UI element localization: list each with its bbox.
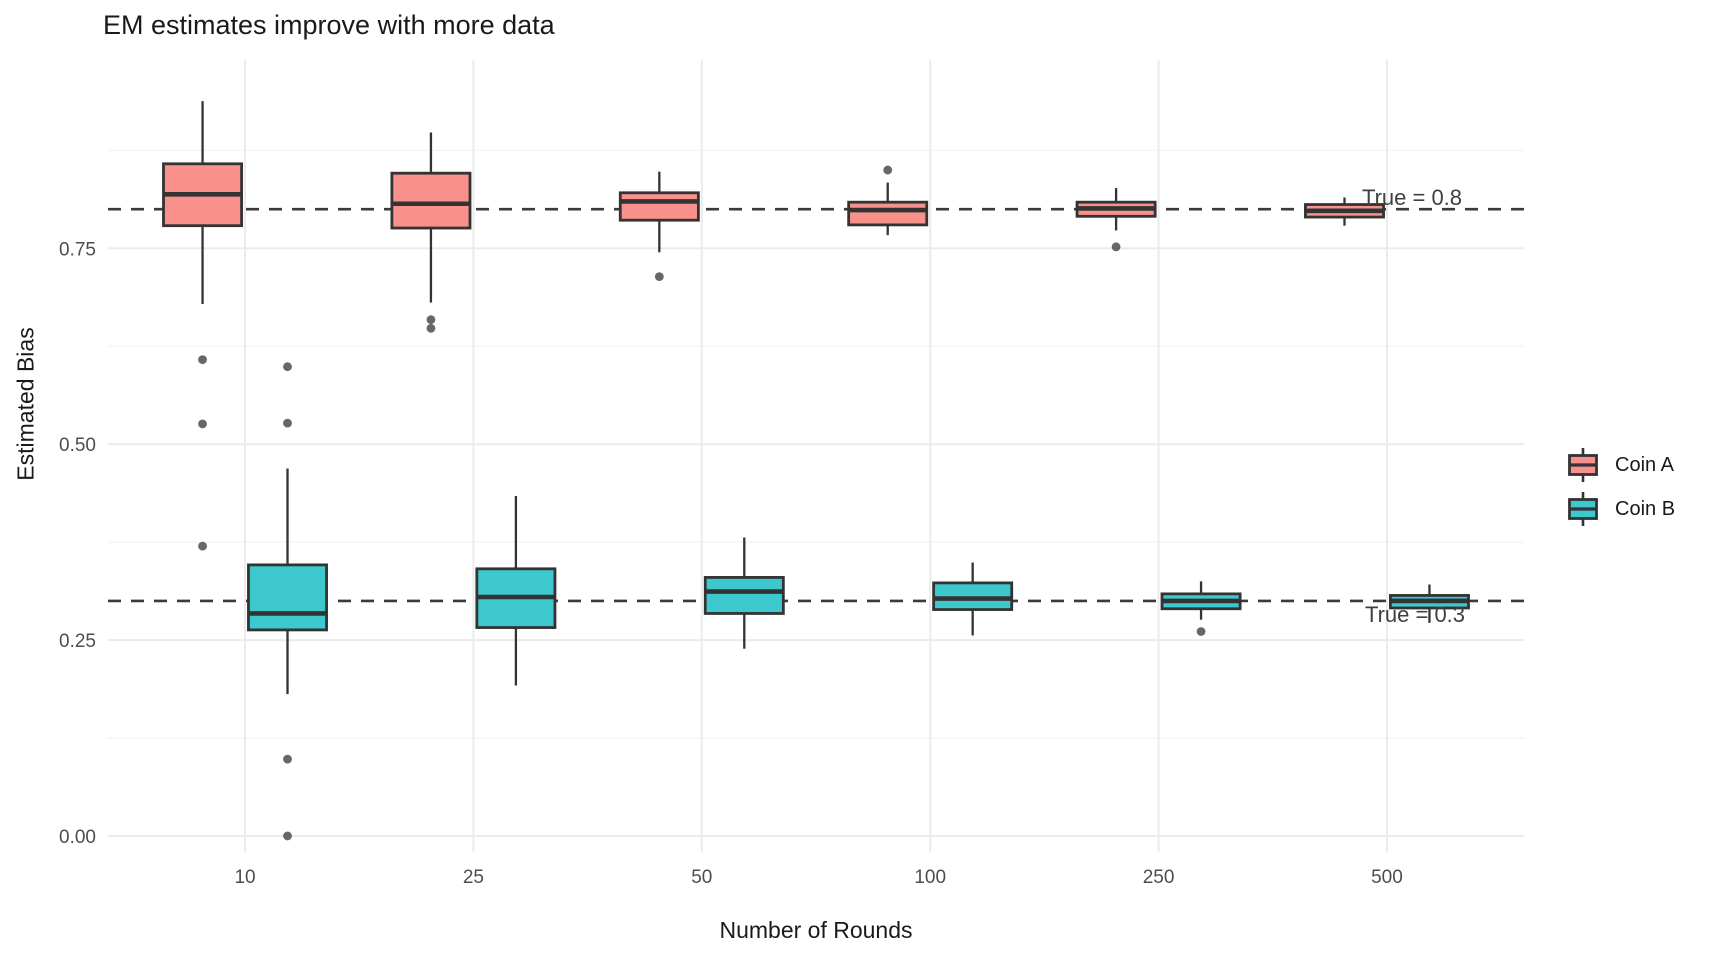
x-tick-label: 50 xyxy=(691,867,712,888)
legend-label-coin-b: Coin B xyxy=(1615,497,1676,520)
legend-label-coin-a: Coin A xyxy=(1615,453,1674,476)
box-coin-a-25 xyxy=(390,171,472,230)
box-coin-b-100 xyxy=(932,581,1014,611)
outlier-point xyxy=(654,272,664,282)
annotation-text: True = 0.8 xyxy=(1362,185,1462,210)
outlier-point xyxy=(283,754,292,764)
outlier-point xyxy=(283,362,292,372)
y-tick-label: 0.50 xyxy=(59,435,96,456)
outlier-point xyxy=(1196,627,1206,636)
legend-key-glyph xyxy=(1568,492,1598,526)
box-coin-a-100 xyxy=(847,200,929,227)
y-tick-label: 0.75 xyxy=(59,239,96,260)
x-tick-label: 100 xyxy=(914,867,946,888)
outlier-point xyxy=(426,315,436,325)
legend-entry-coin-b: Coin B xyxy=(1565,490,1675,528)
y-axis-title: Estimated Bias xyxy=(12,327,39,481)
y-tick-label: 0.25 xyxy=(59,631,96,652)
outlier-point xyxy=(426,323,436,333)
outlier-point xyxy=(198,355,207,365)
chart-title: EM estimates improve with more data xyxy=(103,10,555,40)
legend-entry-coin-a: Coin A xyxy=(1565,446,1675,484)
box-coin-b-50 xyxy=(703,576,785,615)
x-axis-title: Number of Rounds xyxy=(719,917,913,943)
box-coin-a-50 xyxy=(618,191,700,222)
outlier-point xyxy=(883,165,893,175)
y-tick-label: 0.00 xyxy=(59,827,96,848)
outlier-point xyxy=(283,418,292,428)
x-tick-label: 500 xyxy=(1371,867,1403,888)
outlier-point xyxy=(198,541,207,551)
legend-key-glyph xyxy=(1568,448,1598,482)
x-tick-label: 250 xyxy=(1143,867,1175,888)
boxplot-key-icon xyxy=(1565,447,1601,483)
legend: Coin A Coin B xyxy=(1565,446,1675,528)
annotation-text: True = 0.3 xyxy=(1365,602,1465,627)
outlier-point xyxy=(198,419,207,429)
outlier-point xyxy=(283,831,292,841)
x-tick-label: 25 xyxy=(463,867,484,888)
boxplot-key-icon xyxy=(1565,491,1601,527)
outlier-point xyxy=(1111,242,1121,252)
x-tick-label: 10 xyxy=(234,867,255,888)
box-coin-b-10 xyxy=(247,563,328,632)
